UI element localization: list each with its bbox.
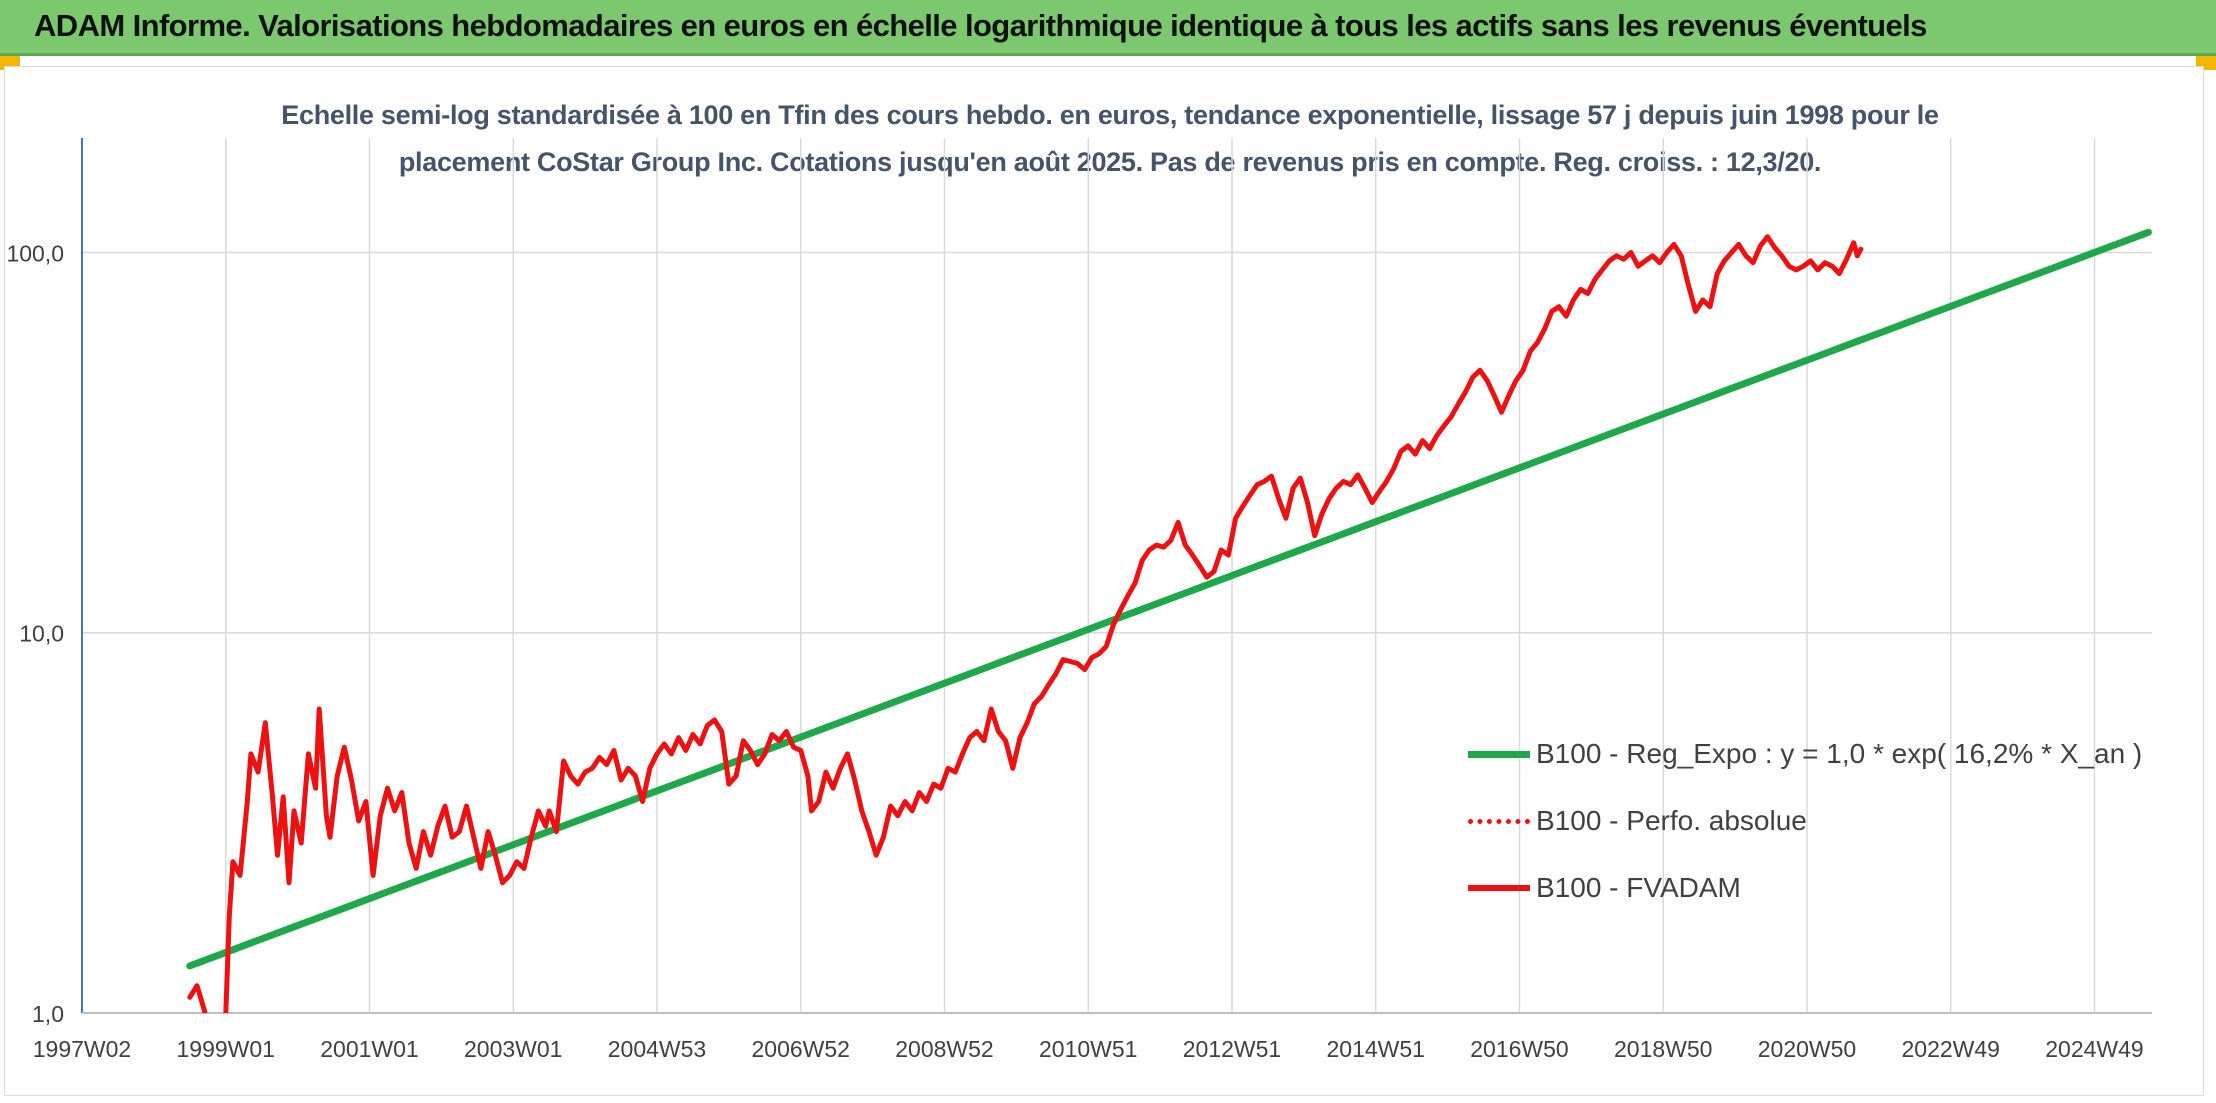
chart-title-line-2: placement CoStar Group Inc. Cotations ju… [398,147,1822,177]
legend-item-fvadam: B100 - FVADAM [1468,872,1741,904]
x-tick-label: 2024W49 [2045,1036,2143,1062]
x-tick-label: 2022W49 [1902,1036,2000,1062]
trend-line [186,228,2152,970]
x-tick-label: 2012W51 [1183,1036,1281,1062]
chart-title-line-1: Echelle semi-log standardisée à 100 en T… [281,100,1939,130]
x-tick-label: 1997W02 [33,1036,131,1062]
legend-label-trend: B100 - Reg_Expo : y = 1,0 * exp( 16,2% *… [1536,738,2143,769]
fvadam-line [187,234,1864,1013]
legend-swatch-fvadam [1468,885,1530,891]
x-tick-label: 2004W53 [608,1036,706,1062]
x-tick-label: 2001W01 [320,1036,418,1062]
x-tick-label: 2008W52 [895,1036,993,1062]
x-tick-label: 2010W51 [1039,1036,1137,1062]
legend-label-perfo: B100 - Perfo. absolue [1536,805,1807,836]
x-tick-label: 2016W50 [1470,1036,1568,1062]
x-tick-label: 2003W01 [464,1036,562,1062]
x-tick-label: 2006W52 [752,1036,850,1062]
report-header: ADAM Informe. Valorisations hebdomadaire… [0,0,2216,56]
x-tick-label: 1999W01 [177,1036,275,1062]
chart-area [4,66,2204,1096]
legend-swatch-perfo [1468,818,1530,824]
x-tick-label: 2018W50 [1614,1036,1712,1062]
legend-item-perfo: B100 - Perfo. absolue [1468,805,1807,837]
y-tick-label: 100,0 [6,240,64,266]
legend-item-trend: B100 - Reg_Expo : y = 1,0 * exp( 16,2% *… [1468,738,2142,770]
x-tick-label: 2014W51 [1327,1036,1425,1062]
x-tick-label: 2020W50 [1758,1036,1856,1062]
y-tick-label: 1,0 [32,1001,64,1027]
chart-title: Echelle semi-log standardisée à 100 en T… [260,92,1960,186]
y-tick-label: 10,0 [19,621,64,647]
legend-swatch-trend [1468,750,1530,758]
legend-label-fvadam: B100 - FVADAM [1536,872,1741,903]
report-title: ADAM Informe. Valorisations hebdomadaire… [34,8,1927,43]
